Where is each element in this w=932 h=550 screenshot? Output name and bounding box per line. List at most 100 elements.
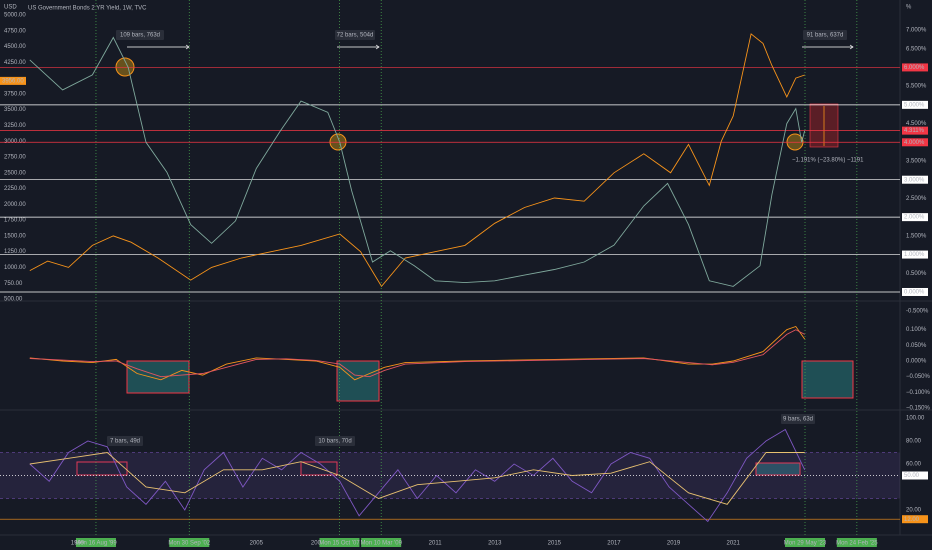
y2-tick-label: 0.050% <box>906 343 927 349</box>
y2-tick-label: -0.500% <box>906 308 929 314</box>
level-label: 5.000% <box>904 102 925 108</box>
level-label: 2.000% <box>904 215 925 221</box>
drawing-label: 91 bars, 637d <box>807 33 844 39</box>
drawing-label-bg <box>803 30 847 40</box>
date-marker-label: Mon 30 Sep '02 <box>168 541 211 547</box>
y-tick-label: 1500.00 <box>4 233 26 239</box>
y2-tick-label: 4.500% <box>906 121 927 127</box>
y2-tick-label: 100.00 <box>906 416 925 422</box>
measure-label: −1.191% (−23.80%) −1191 <box>792 158 864 164</box>
y-tick-label: 500.00 <box>4 297 23 303</box>
level-label-bg <box>902 100 928 109</box>
range-box <box>126 360 190 394</box>
y-tick-label: 1750.00 <box>4 218 26 224</box>
date-marker-label: Mon 29 May '23 <box>784 541 827 547</box>
level-label: 4.311% <box>904 128 925 134</box>
level-label-bg <box>902 287 928 296</box>
level-label: 3.000% <box>904 177 925 183</box>
date-marker-label: Mon 15 Oct '07 <box>319 541 360 547</box>
last-value-label: 3956.00 <box>2 78 24 84</box>
drawing-label-bg <box>315 436 355 446</box>
x-tick-label: 2015 <box>548 541 562 547</box>
y2-tick-label: 1.500% <box>906 233 927 239</box>
x-tick-label: 2013 <box>488 541 502 547</box>
last-value-bg <box>0 76 26 85</box>
date-marker-bg <box>75 538 116 547</box>
series-line <box>29 33 805 288</box>
y2-tick-label: 0.100% <box>906 327 927 333</box>
y-tick-label: 4250.00 <box>4 60 26 66</box>
series-line <box>29 36 806 287</box>
level-label-bg <box>902 213 928 222</box>
drawing-label-bg <box>116 30 164 40</box>
y2-tick-label: −0.100% <box>906 390 931 396</box>
y-tick-label: 3250.00 <box>4 123 26 129</box>
date-marker-bg <box>361 538 402 547</box>
date-marker-label: Mon 16 Aug '99 <box>75 541 117 547</box>
range-box <box>300 461 338 476</box>
y-tick-label: 4750.00 <box>4 28 26 34</box>
y2-tick-label: 5.500% <box>906 84 927 90</box>
drawing-label-bg <box>781 414 815 424</box>
level-label: 1.000% <box>904 252 925 258</box>
y2-tick-label: 6.500% <box>906 46 927 52</box>
y-tick-label: 1000.00 <box>4 265 26 271</box>
level-label: 50.00 <box>904 473 920 479</box>
level-label-bg <box>902 63 928 72</box>
x-tick-label: 1999 <box>71 541 85 547</box>
drawing-label: 7 bars, 49d <box>110 439 140 445</box>
left-unit: USD <box>4 5 17 11</box>
right-unit: % <box>906 5 912 11</box>
drawing-label: 10 bars, 70d <box>318 439 351 445</box>
arrows <box>127 44 854 50</box>
date-marker-bg <box>785 538 826 547</box>
y-tick-label: 4500.00 <box>4 44 26 50</box>
x-tick-label: 2019 <box>667 541 681 547</box>
y-tick-label: 1250.00 <box>4 249 26 255</box>
date-marker-bg <box>836 538 877 547</box>
series-line <box>29 452 805 505</box>
series-line <box>29 325 806 381</box>
level-label-bg <box>902 471 928 480</box>
level-label-bg <box>902 250 928 259</box>
y-tick-label: 2000.00 <box>4 202 26 208</box>
range-box <box>336 360 380 402</box>
signal-circles <box>115 57 804 151</box>
date-marker-bg <box>169 538 210 547</box>
level-label-bg <box>902 175 928 184</box>
y2-tick-label: 80.00 <box>906 439 922 445</box>
x-tick-label: 2005 <box>250 541 264 547</box>
y-tick-label: 2250.00 <box>4 186 26 192</box>
drawing-label-bg <box>107 436 143 446</box>
drawing-label: 109 bars, 763d <box>120 33 160 39</box>
x-tick-label: 2021 <box>726 541 740 547</box>
drawing-label-bg <box>335 30 375 40</box>
level-label: 12.00 <box>904 517 920 523</box>
y-tick-label: 3000.00 <box>4 139 26 145</box>
y2-tick-label: −0.150% <box>906 406 931 412</box>
date-marker-bg <box>319 538 360 547</box>
y-tick-label: 750.00 <box>4 281 23 287</box>
range-box <box>801 360 854 399</box>
y2-tick-label: 60.00 <box>906 462 922 468</box>
x-tick-label: 200 <box>311 541 322 547</box>
y2-tick-label: 0.500% <box>906 271 927 277</box>
x-tick-label: 2017 <box>607 541 621 547</box>
level-label-bg <box>902 138 928 147</box>
series-line <box>29 329 805 378</box>
level-label-bg <box>902 126 928 135</box>
level-label: 0.000% <box>904 290 925 296</box>
level-label-bg <box>902 515 928 524</box>
x-tick-label: 2011 <box>429 541 443 547</box>
y2-tick-label: 7.000% <box>906 28 927 34</box>
date-marker-label: Mon 24 Feb '25 <box>836 541 878 547</box>
y-tick-label: 5000.00 <box>4 13 26 19</box>
range-box <box>755 462 801 476</box>
y-tick-label: 2750.00 <box>4 155 26 161</box>
date-marker-label: Mon 10 Mar '09 <box>360 541 402 547</box>
y2-tick-label: −0.050% <box>906 374 931 380</box>
drawing-label: 9 bars, 63d <box>783 417 813 423</box>
y2-tick-label: 3.500% <box>906 159 927 165</box>
